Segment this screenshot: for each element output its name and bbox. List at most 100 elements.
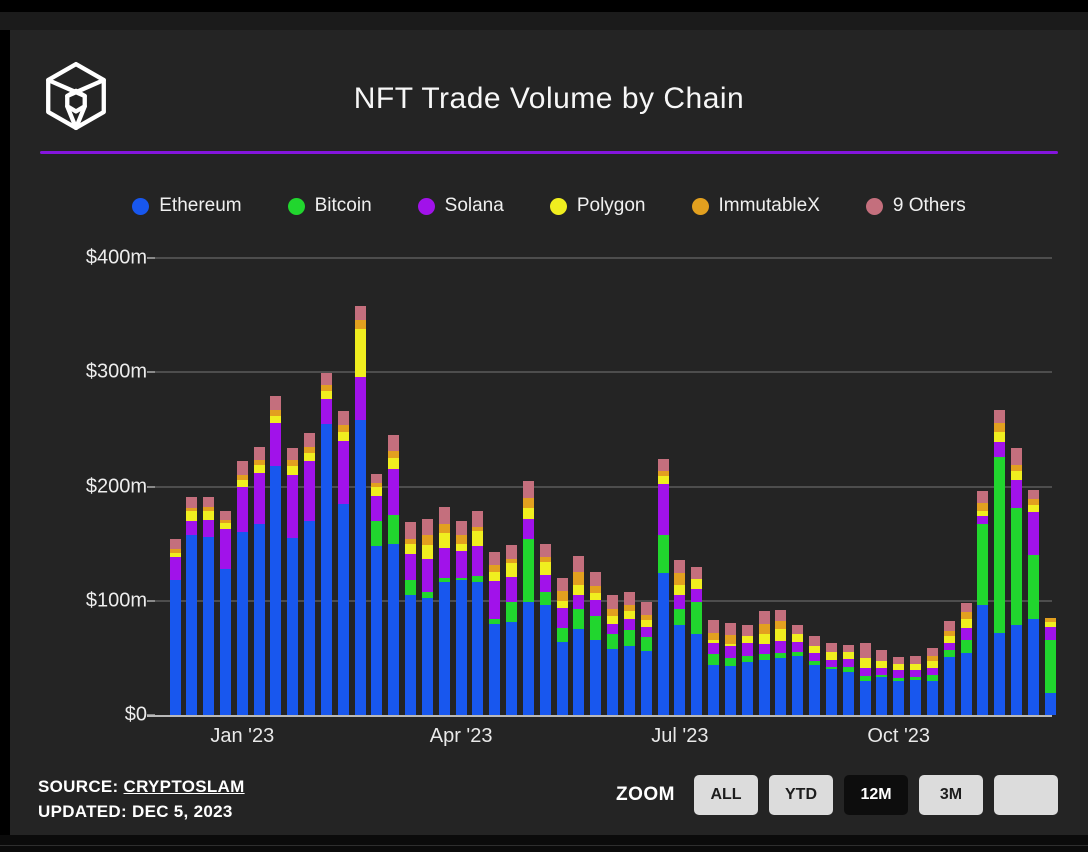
- stacked-bar-week-10[interactable]: [337, 411, 349, 715]
- bar-segment-bitcoin: [623, 630, 635, 647]
- stacked-bar-week-52[interactable]: [1044, 617, 1056, 715]
- stacked-bar-week-34[interactable]: [741, 624, 753, 715]
- stacked-bar-week-39[interactable]: [825, 643, 837, 715]
- y-axis-label: $400m: [85, 246, 147, 269]
- stacked-bar-week-9[interactable]: [320, 373, 332, 715]
- stacked-bar-week-13[interactable]: [388, 435, 400, 715]
- stacked-bar-week-16[interactable]: [438, 507, 450, 715]
- stacked-bar-week-32[interactable]: [708, 620, 720, 715]
- legend-item-immutablex[interactable]: ImmutableX: [691, 195, 820, 217]
- stacked-bar-week-7[interactable]: [287, 447, 299, 715]
- stacked-bar-week-48[interactable]: [977, 491, 989, 715]
- y-axis-label: $0: [124, 703, 147, 726]
- bar-segment-solana: [287, 475, 299, 538]
- bar-segment-bitcoin: [640, 637, 652, 652]
- stacked-bar-week-1[interactable]: [186, 496, 198, 715]
- stacked-bar-week-47[interactable]: [960, 603, 972, 715]
- stacked-bar-week-29[interactable]: [657, 459, 669, 715]
- bar-segment-polygon: [977, 510, 989, 517]
- stacked-bar-week-28[interactable]: [640, 601, 652, 715]
- stacked-bar-week-33[interactable]: [724, 622, 736, 715]
- stacked-bar-week-41[interactable]: [859, 643, 871, 715]
- stacked-bar-week-8[interactable]: [304, 432, 316, 715]
- stacked-bar-week-37[interactable]: [792, 624, 804, 715]
- zoom-button-3m[interactable]: 3M: [919, 775, 983, 815]
- bar-segment-bitcoin: [388, 515, 400, 544]
- bar-segment-9-others: [876, 649, 888, 662]
- legend-label: Ethereum: [159, 195, 242, 216]
- bar-segment-bitcoin: [708, 654, 720, 665]
- stacked-bar-week-19[interactable]: [489, 551, 501, 715]
- stacked-bar-week-2[interactable]: [203, 496, 215, 715]
- stacked-bar-week-38[interactable]: [809, 636, 821, 715]
- bar-segment-9-others: [405, 521, 417, 540]
- bar-segment-immutablex: [994, 422, 1006, 432]
- zoom-button-blank[interactable]: [994, 775, 1058, 815]
- stacked-bar-week-23[interactable]: [556, 577, 568, 715]
- stacked-bar-week-51[interactable]: [1027, 489, 1039, 715]
- bar-segment-polygon: [304, 453, 316, 462]
- bar-segment-bitcoin: [876, 675, 888, 678]
- legend-item-polygon[interactable]: Polygon: [549, 195, 646, 217]
- zoom-button-12m[interactable]: 12M: [844, 775, 908, 815]
- stacked-bar-week-12[interactable]: [371, 474, 383, 715]
- stacked-bar-week-36[interactable]: [775, 609, 787, 715]
- stacked-bar-week-20[interactable]: [506, 544, 518, 715]
- bar-segment-solana: [607, 623, 619, 634]
- stacked-bar-week-40[interactable]: [842, 645, 854, 715]
- bar-segment-polygon: [825, 652, 837, 661]
- bar-segment-immutablex: [590, 585, 602, 593]
- zoom-button-all[interactable]: ALL: [694, 775, 758, 815]
- bar-segment-polygon: [943, 636, 955, 644]
- bar-segment-ethereum: [371, 545, 383, 715]
- legend-item-ethereum[interactable]: Ethereum: [132, 195, 242, 217]
- bar-segment-immutablex: [708, 632, 720, 640]
- bar-segment-ethereum: [455, 580, 467, 715]
- stacked-bar-week-35[interactable]: [758, 611, 770, 715]
- legend-item-solana[interactable]: Solana: [417, 195, 504, 217]
- stacked-bar-week-0[interactable]: [169, 539, 181, 715]
- bar-segment-immutablex: [320, 384, 332, 391]
- stacked-bar-week-11[interactable]: [354, 306, 366, 715]
- stacked-bar-week-5[interactable]: [253, 446, 265, 715]
- bar-segment-polygon: [354, 328, 366, 377]
- zoom-button-ytd[interactable]: YTD: [769, 775, 833, 815]
- stacked-bar-week-6[interactable]: [270, 396, 282, 715]
- stacked-bar-week-50[interactable]: [1011, 447, 1022, 715]
- stacked-bar-week-4[interactable]: [236, 461, 248, 715]
- stacked-bar-week-45[interactable]: [926, 647, 938, 715]
- stacked-bar-week-17[interactable]: [455, 520, 467, 715]
- stacked-bar-week-46[interactable]: [943, 621, 955, 715]
- bar-segment-bitcoin: [506, 601, 518, 623]
- source-link[interactable]: CRYPTOSLAM: [123, 777, 245, 796]
- stacked-bar-week-15[interactable]: [421, 518, 433, 715]
- stacked-bar-week-30[interactable]: [674, 559, 686, 715]
- stacked-bar-week-31[interactable]: [691, 566, 703, 715]
- stacked-bar-week-18[interactable]: [472, 510, 484, 715]
- stacked-bar-week-25[interactable]: [590, 572, 602, 715]
- stacked-bar-week-14[interactable]: [405, 521, 417, 715]
- bar-segment-9-others: [708, 620, 720, 633]
- bar-segment-solana: [1044, 627, 1056, 640]
- stacked-bar-week-3[interactable]: [219, 510, 231, 715]
- stacked-bar-week-26[interactable]: [607, 595, 619, 715]
- bar-segment-solana: [926, 668, 938, 676]
- stacked-bar-week-24[interactable]: [573, 556, 585, 715]
- bar-segment-ethereum: [556, 641, 568, 715]
- bar-segment-9-others: [926, 647, 938, 656]
- stacked-bar-week-22[interactable]: [539, 543, 551, 715]
- bar-segment-solana: [320, 398, 332, 424]
- stacked-bar-week-44[interactable]: [910, 655, 922, 715]
- bar-segment-polygon: [236, 479, 248, 487]
- legend-item-9-others[interactable]: 9 Others: [865, 195, 966, 217]
- stacked-bar-week-49[interactable]: [994, 410, 1006, 715]
- legend-item-bitcoin[interactable]: Bitcoin: [287, 195, 372, 217]
- stacked-bar-week-42[interactable]: [876, 649, 888, 715]
- bar-segment-ethereum: [977, 605, 989, 715]
- stacked-bar-week-27[interactable]: [623, 591, 635, 715]
- bar-segment-ethereum: [994, 632, 1006, 715]
- stacked-bar-week-21[interactable]: [522, 480, 534, 715]
- stacked-bar-week-43[interactable]: [893, 656, 905, 715]
- bar-segment-bitcoin: [573, 608, 585, 630]
- bar-segment-ethereum: [472, 582, 484, 715]
